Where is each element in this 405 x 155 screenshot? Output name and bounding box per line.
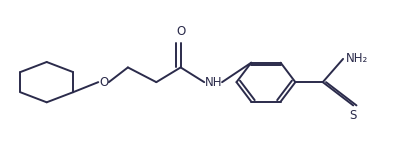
Text: S: S	[349, 109, 356, 122]
Text: NH₂: NH₂	[345, 52, 367, 65]
Text: O: O	[176, 25, 185, 38]
Text: O: O	[99, 76, 108, 89]
Text: NH: NH	[204, 76, 222, 89]
